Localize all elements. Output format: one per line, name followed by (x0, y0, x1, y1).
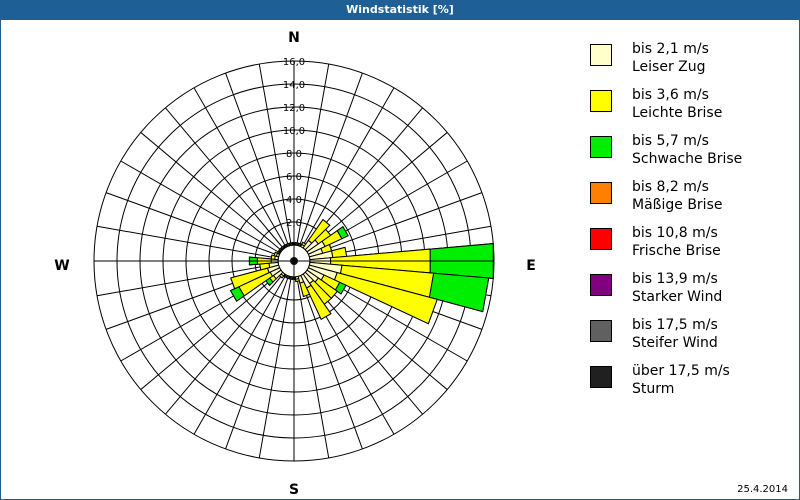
legend-swatch (590, 90, 612, 112)
legend-item: bis 8,2 m/s Mäßige Brise (590, 178, 790, 224)
legend-item: bis 2,1 m/s Leiser Zug (590, 40, 790, 86)
radial-tick-label: 6,0 (286, 172, 302, 183)
radial-tick-label: 16,0 (283, 57, 305, 68)
radial-tick-label: 8,0 (286, 149, 302, 160)
legend-swatch (590, 182, 612, 204)
legend-item: bis 3,6 m/s Leichte Brise (590, 86, 790, 132)
radial-tick-label: 12,0 (283, 103, 305, 114)
legend-item: über 17,5 m/s Sturm (590, 362, 790, 408)
radial-tick-label: 10,0 (283, 126, 305, 137)
legend-label: bis 5,7 m/s Schwache Brise (632, 133, 743, 167)
legend-label: bis 10,8 m/s Frische Brise (632, 225, 721, 259)
legend-item: bis 13,9 m/s Starker Wind (590, 270, 790, 316)
legend-swatch (590, 44, 612, 66)
legend-swatch (590, 320, 612, 342)
legend-label: bis 3,6 m/s Leichte Brise (632, 87, 723, 121)
radial-tick-label: 14,0 (283, 80, 305, 91)
legend: bis 2,1 m/s Leiser Zug bis 3,6 m/s Leichte … (590, 40, 790, 408)
radial-tick-label: 2,0 (286, 218, 302, 229)
legend-label: über 17,5 m/s Sturm (632, 363, 730, 397)
window-title: Windstatistik [%] (0, 0, 800, 20)
compass-label: W (54, 258, 69, 274)
radial-tick-label: 4,0 (286, 195, 302, 206)
legend-item: bis 5,7 m/s Schwache Brise (590, 132, 790, 178)
legend-swatch (590, 366, 612, 388)
legend-swatch (590, 228, 612, 250)
legend-swatch (590, 136, 612, 158)
legend-label: bis 13,9 m/s Starker Wind (632, 271, 723, 305)
compass-label: N (288, 30, 300, 46)
legend-label: bis 8,2 m/s Mäßige Brise (632, 179, 723, 213)
legend-label: bis 2,1 m/s Leiser Zug (632, 41, 709, 75)
compass-label: S (289, 482, 299, 498)
legend-label: bis 17,5 m/s Steifer Wind (632, 317, 718, 351)
compass-label: E (526, 258, 536, 274)
legend-swatch (590, 274, 612, 296)
legend-item: bis 17,5 m/s Steifer Wind (590, 316, 790, 362)
date-label: 25.4.2014 (737, 484, 788, 495)
legend-item: bis 10,8 m/s Frische Brise (590, 224, 790, 270)
